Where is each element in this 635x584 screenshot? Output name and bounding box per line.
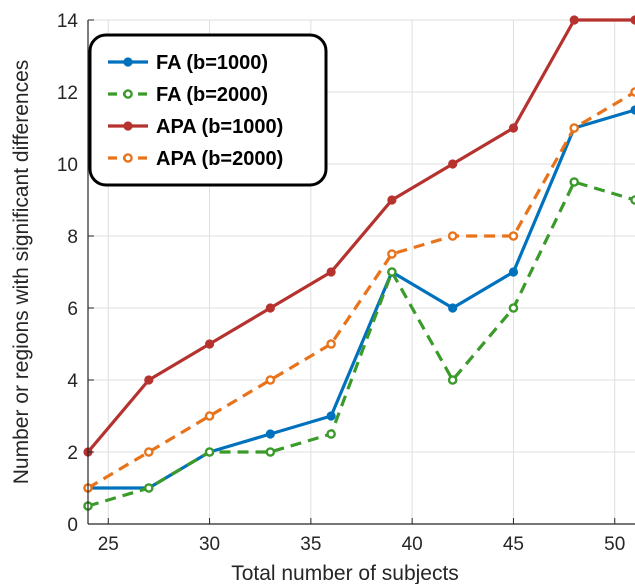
data-point <box>204 339 215 349</box>
legend-item: APA (b=2000) <box>108 148 283 170</box>
data-point <box>204 447 215 457</box>
data-point <box>630 195 635 205</box>
data-point <box>630 87 635 97</box>
data-point <box>326 429 336 439</box>
legend-item: FA (b=2000) <box>108 84 268 106</box>
legend: FA (b=1000) FA (b=2000) APA (b=1000) APA (b… <box>88 33 328 187</box>
x-tick-label: 30 <box>199 534 220 555</box>
x-tick-label: 25 <box>98 534 119 555</box>
series-layer <box>83 15 635 511</box>
legend-swatch-marker <box>123 153 133 163</box>
y-tick-label: 0 <box>67 515 78 536</box>
data-point <box>326 339 336 349</box>
y-tick-label: 14 <box>57 11 79 32</box>
data-point <box>508 123 519 133</box>
data-point <box>204 411 215 421</box>
data-point <box>447 375 458 385</box>
series-line <box>87 90 635 490</box>
data-point <box>265 375 276 385</box>
data-point <box>630 15 635 25</box>
data-point <box>569 123 580 133</box>
data-point <box>265 429 275 439</box>
data-point <box>508 267 519 277</box>
data-point <box>508 231 519 241</box>
series-line <box>87 180 635 508</box>
data-point <box>265 303 275 313</box>
legend-label: FA (b=2000) <box>156 84 268 106</box>
x-tick-label: 45 <box>503 534 524 555</box>
series-line <box>86 18 635 454</box>
legend-swatch-marker <box>123 121 133 131</box>
data-point <box>387 195 397 205</box>
x-tick-label: 35 <box>300 534 321 555</box>
legend-label: FA (b=1000) <box>156 52 268 74</box>
data-point <box>387 267 397 277</box>
y-tick-labels: 0 2 4 6 8 10 12 14 <box>57 11 79 536</box>
y-tick-label: 2 <box>67 443 78 464</box>
legend-item: APA (b=1000) <box>108 116 283 138</box>
y-tick-label: 4 <box>67 371 78 392</box>
series-3 <box>83 87 635 493</box>
data-point <box>569 15 579 25</box>
y-tick-label: 8 <box>67 227 78 248</box>
legend-items: FA (b=1000) FA (b=2000) APA (b=1000) APA (b… <box>108 52 283 170</box>
data-point <box>448 159 458 169</box>
legend-swatch-marker <box>123 57 133 67</box>
x-axis-label: Total number of subjects <box>231 562 459 584</box>
legend-swatch-marker <box>123 89 133 99</box>
y-tick-label: 12 <box>57 83 78 104</box>
data-point <box>326 411 336 421</box>
data-point <box>630 105 635 115</box>
data-point <box>143 483 154 493</box>
x-tick-labels: 25 30 35 40 45 50 <box>98 534 626 555</box>
data-point <box>569 177 580 187</box>
x-tick-label: 40 <box>402 534 423 555</box>
legend-label: APA (b=2000) <box>156 148 283 170</box>
data-point <box>265 447 276 457</box>
y-tick-label: 6 <box>67 299 78 320</box>
data-point <box>448 303 458 313</box>
y-axis-label: Number or regions with significant diffe… <box>10 60 33 484</box>
data-point <box>326 267 336 277</box>
series-1 <box>83 177 635 511</box>
x-tick-label: 50 <box>604 534 625 555</box>
data-point <box>508 303 519 313</box>
legend-label: APA (b=1000) <box>156 116 283 138</box>
data-point <box>143 447 154 457</box>
data-point <box>447 231 458 241</box>
legend-item: FA (b=1000) <box>108 52 268 74</box>
y-tick-label: 10 <box>57 155 78 176</box>
legend-box <box>88 33 328 187</box>
data-point <box>144 375 154 385</box>
series-2 <box>83 15 635 457</box>
data-point <box>387 249 397 259</box>
